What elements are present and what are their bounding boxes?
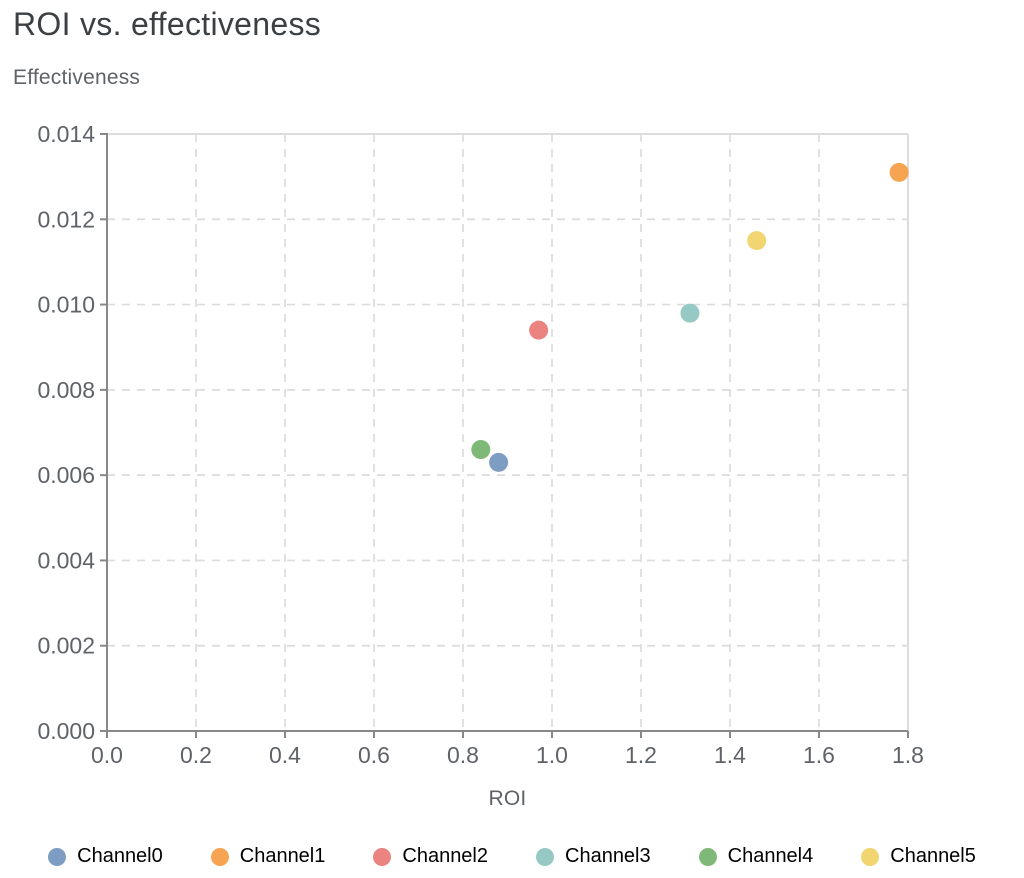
legend-label: Channel2 — [402, 845, 488, 867]
data-point-channel0 — [489, 452, 509, 472]
x-tick-label: 1.2 — [625, 742, 657, 768]
y-axis-title: Effectiveness — [13, 66, 141, 89]
y-tick-label: 0.010 — [37, 292, 95, 318]
legend-swatch-icon — [861, 847, 880, 866]
data-point-channel4 — [471, 440, 491, 460]
x-axis-title: ROI — [488, 787, 527, 810]
legend-swatch-icon — [698, 847, 717, 866]
y-tick-label: 0.014 — [37, 121, 95, 147]
legend-label: Channel0 — [77, 845, 163, 867]
x-tick-label: 1.8 — [892, 742, 924, 768]
legend-swatch-icon — [210, 847, 229, 866]
y-tick-label: 0.012 — [37, 206, 95, 232]
legend-label: Channel4 — [727, 845, 814, 867]
legend-item-channel5: Channel5 — [861, 845, 976, 868]
legend-label: Channel5 — [890, 845, 976, 867]
data-point-channel3 — [680, 303, 700, 323]
x-tick-label: 0.6 — [358, 742, 390, 768]
legend-label: Channel1 — [239, 845, 326, 867]
x-tick-label: 0.4 — [269, 742, 301, 768]
legend-swatch-icon — [373, 847, 392, 866]
legend-item-channel2: Channel2 — [373, 845, 488, 868]
legend-item-channel1: Channel1 — [210, 845, 326, 868]
legend-swatch-icon — [48, 847, 67, 866]
y-tick-label: 0.004 — [37, 547, 95, 573]
data-point-channel2 — [529, 320, 549, 340]
legend-label: Channel3 — [565, 845, 651, 867]
x-tick-label: 1.6 — [803, 742, 835, 768]
legend-item-channel4: Channel4 — [698, 845, 814, 868]
chart-title: ROI vs. effectiveness — [13, 6, 322, 42]
y-tick-label: 0.000 — [37, 718, 95, 744]
x-tick-label: 1.4 — [714, 742, 746, 768]
y-tick-label: 0.002 — [37, 633, 95, 659]
x-tick-label: 0.0 — [91, 742, 123, 768]
x-tick-label: 0.2 — [180, 742, 212, 768]
x-tick-label: 1.0 — [536, 742, 568, 768]
y-tick-label: 0.006 — [37, 462, 95, 488]
y-tick-label: 0.008 — [37, 377, 95, 403]
x-tick-label: 0.8 — [447, 742, 479, 768]
legend-swatch-icon — [536, 847, 554, 866]
legend-item-channel0: Channel0 — [48, 845, 163, 868]
legend: Channel0 Channel1 Channel2 Channel3 Channel4… — [0, 845, 1024, 868]
data-point-channel1 — [889, 162, 909, 182]
data-point-channel5 — [747, 231, 767, 251]
legend-item-channel3: Channel3 — [536, 845, 651, 868]
